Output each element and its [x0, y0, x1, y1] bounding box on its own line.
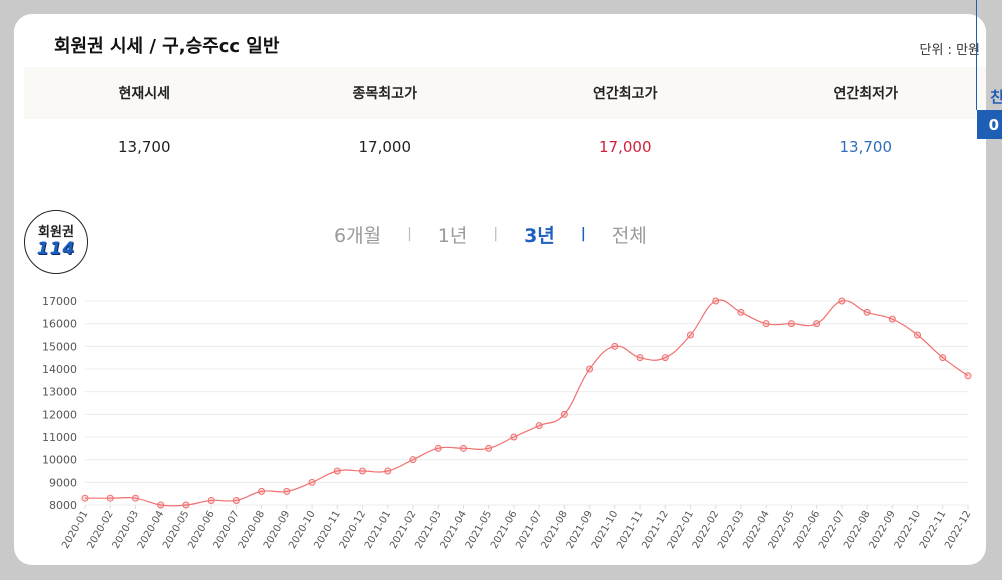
y-tick-label: 8000: [49, 499, 77, 512]
y-tick-label: 17000: [42, 296, 77, 308]
y-tick-label: 15000: [42, 340, 77, 353]
data-point: [813, 320, 821, 328]
data-point: [434, 444, 442, 452]
page-title: 회원권 시세 / 구,승주cc 일반: [54, 36, 280, 57]
value-annual-high: 17,000: [599, 138, 652, 156]
summary-value-row: 13,700 17,000 17,000 13,700: [24, 119, 986, 175]
data-point: [914, 331, 922, 339]
tab-separator: |: [493, 226, 499, 242]
data-point: [762, 320, 770, 328]
data-point: [459, 444, 467, 452]
data-point: [485, 444, 493, 452]
price-card: 회원권 시세 / 구,승주cc 일반 단위 : 만원 현재시세 종목최고가 연간…: [14, 14, 986, 565]
tab-separator: |: [580, 226, 586, 242]
data-point: [510, 433, 518, 441]
data-point: [384, 467, 392, 475]
data-point: [308, 478, 316, 486]
membership114-logo: 회원권 114: [24, 210, 88, 274]
data-point: [661, 354, 669, 362]
data-point: [258, 487, 266, 495]
period-tabs: 6개월 | 1년 | 3년 | 전체: [334, 222, 647, 247]
y-tick-label: 10000: [42, 454, 77, 467]
summary-header-row: 현재시세 종목최고가 연간최고가 연간최저가: [24, 67, 986, 119]
logo-number: 114: [36, 239, 76, 259]
logo-text: 회원권: [38, 225, 74, 240]
data-point: [863, 308, 871, 316]
data-point: [560, 410, 568, 418]
data-point: [611, 342, 619, 350]
data-point: [157, 501, 165, 509]
y-tick-label: 12000: [42, 408, 77, 421]
data-point: [939, 354, 947, 362]
unit-label: 단위 : 만원: [919, 43, 981, 58]
y-tick-label: 14000: [42, 363, 77, 376]
header-all-time-high: 종목최고가: [352, 86, 417, 102]
y-tick-label: 9000: [49, 476, 77, 489]
side-panel-border: [976, 0, 977, 110]
data-point: [787, 320, 795, 328]
header-current-price: 현재시세: [118, 86, 171, 102]
data-point: [636, 354, 644, 362]
data-point: [838, 297, 846, 305]
side-tab-button[interactable]: 0: [977, 110, 1002, 139]
header-annual-low: 연간최저가: [833, 86, 898, 102]
y-tick-label: 11000: [42, 431, 77, 444]
data-point: [333, 467, 341, 475]
data-point: [737, 308, 745, 316]
data-point: [131, 494, 139, 502]
tab-6-months[interactable]: 6개월: [334, 224, 382, 247]
y-tick-label: 13000: [42, 386, 77, 399]
price-line-chart: 8000 9000 10000 11000 12000 13000 14000 15000 16…: [42, 296, 974, 551]
data-point: [359, 467, 367, 475]
data-point: [964, 372, 972, 380]
tab-all[interactable]: 전체: [611, 224, 647, 247]
side-tab-label[interactable]: 친: [990, 88, 1002, 106]
data-point: [712, 297, 720, 305]
tab-1-year[interactable]: 1년: [437, 224, 468, 247]
value-current-price: 13,700: [118, 138, 171, 156]
data-point: [81, 494, 89, 502]
tab-separator: |: [407, 226, 412, 242]
data-point: [106, 494, 114, 502]
value-annual-low: 13,700: [839, 138, 893, 156]
data-point: [586, 365, 594, 373]
value-all-time-high: 17,000: [358, 138, 412, 156]
y-tick-label: 16000: [42, 318, 77, 331]
data-point: [232, 496, 240, 504]
header-annual-high: 연간최고가: [593, 86, 658, 102]
data-point: [888, 315, 896, 323]
data-point: [686, 331, 694, 339]
data-point: [207, 496, 215, 504]
series-line: [85, 299, 969, 507]
tab-3-years[interactable]: 3년: [524, 224, 555, 247]
data-point: [182, 501, 190, 509]
data-point: [409, 456, 417, 464]
data-point: [535, 422, 543, 430]
data-point: [283, 487, 291, 495]
